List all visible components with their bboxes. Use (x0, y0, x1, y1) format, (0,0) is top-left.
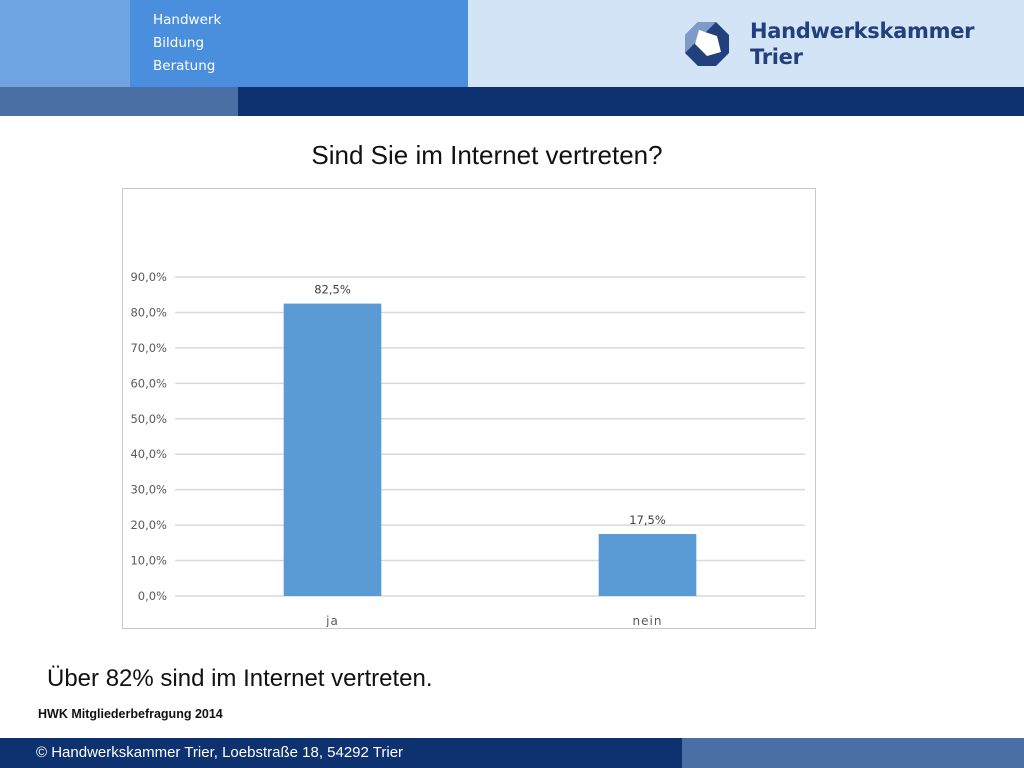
y-tick-label: 70,0% (130, 341, 167, 355)
y-tick-label: 0,0% (138, 589, 167, 603)
chart-frame: 0,0% 10,0% 20,0% 30,0% 40,0% 50,0% 60,0% 70,0% 8… (122, 188, 816, 629)
source-note: HWK Mitgliederbefragung 2014 (38, 707, 223, 721)
y-tick-label: 50,0% (130, 412, 167, 426)
y-tick-label: 90,0% (130, 270, 167, 284)
tagline-line-1: Handwerk (153, 12, 222, 28)
summary-text: Über 82% sind im Internet vertreten. (47, 665, 433, 692)
header-band-dark (238, 87, 1024, 116)
y-tick-label: 30,0% (130, 483, 167, 497)
header-tagline-block (130, 0, 468, 87)
y-tick-label: 80,0% (130, 305, 167, 319)
y-tick-label: 20,0% (130, 518, 167, 532)
tagline-line-3: Beratung (153, 58, 216, 74)
bar-chart: 0,0% 10,0% 20,0% 30,0% 40,0% 50,0% 60,0% 70,0% 8… (130, 270, 805, 628)
header-band-light (0, 87, 238, 116)
footer-band-dark (0, 738, 682, 768)
footer-copyright: © Handwerkskammer Trier, Loebstraße 18, … (36, 744, 404, 761)
slide-title: Sind Sie im Internet vertreten? (311, 140, 663, 170)
brand-line-2: Trier (750, 45, 803, 69)
x-tick-label: nein (633, 614, 663, 627)
x-tick-label: ja (325, 614, 339, 627)
data-label: 82,5% (314, 283, 351, 297)
y-tick-label: 10,0% (130, 554, 167, 568)
y-tick-label: 40,0% (130, 447, 167, 461)
brand-name: Handwerkskammer Trier (750, 18, 975, 70)
header-left-block (0, 0, 130, 87)
brand-line-1: Handwerkskammer (750, 19, 975, 43)
hwk-logo-icon (685, 22, 729, 66)
footer-band-light (682, 738, 1024, 768)
bar (598, 533, 697, 596)
header-tagline: Handwerk Bildung Beratung (153, 9, 221, 78)
header-brand-block (468, 0, 1024, 87)
data-label: 17,5% (629, 513, 666, 527)
tagline-line-2: Bildung (153, 35, 205, 51)
y-tick-label: 60,0% (130, 376, 167, 390)
bar (283, 303, 382, 596)
